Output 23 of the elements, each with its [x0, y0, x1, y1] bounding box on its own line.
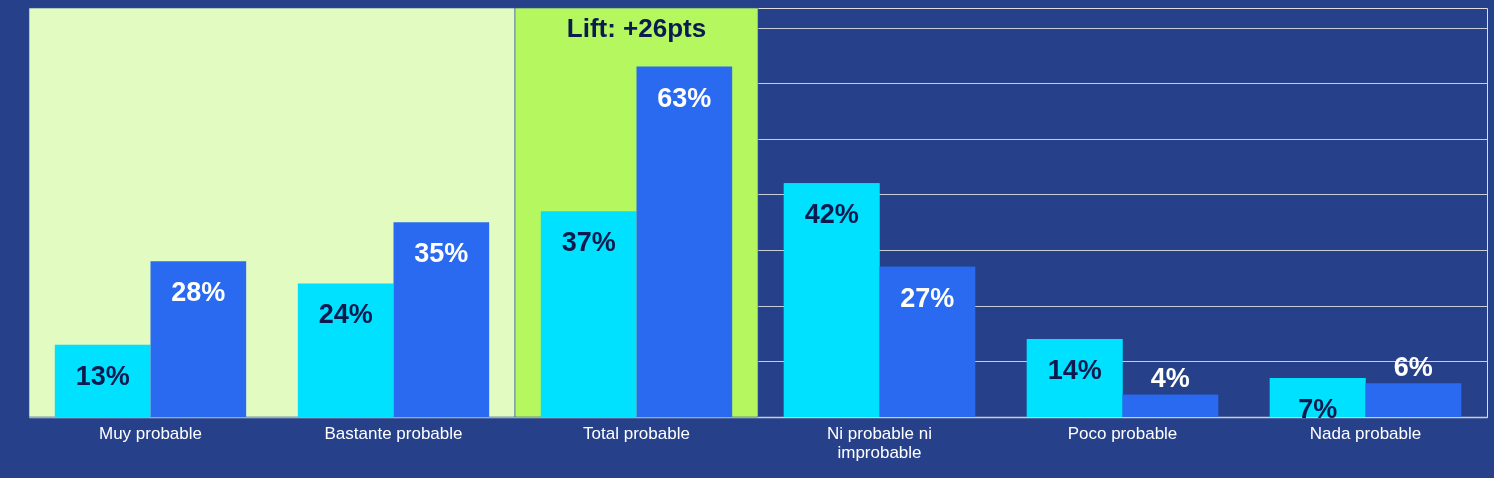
- data-label: 35%: [414, 238, 469, 269]
- x-tick-label: Poco probable: [1067, 423, 1178, 443]
- data-label: 42%: [804, 199, 859, 230]
- x-tick-label: Total probable: [583, 423, 690, 443]
- x-tick-label: Ni probable ni improbable: [827, 423, 932, 462]
- bar: [393, 222, 490, 417]
- bar: [150, 261, 247, 417]
- data-label: 37%: [561, 227, 616, 258]
- x-tick-label: Nada probable: [1309, 423, 1422, 443]
- band-label: Lift: +26pts: [566, 13, 707, 43]
- data-label: 63%: [657, 82, 712, 113]
- data-label: 28%: [171, 277, 226, 308]
- bar: [540, 211, 637, 417]
- x-tick-label: Bastante probable: [324, 423, 463, 443]
- data-label: 24%: [318, 299, 373, 330]
- bar: [54, 344, 151, 417]
- data-label: 14%: [1047, 355, 1102, 386]
- data-label: 13%: [75, 360, 130, 391]
- bar: [297, 283, 394, 417]
- x-tick-label: Muy probable: [98, 423, 203, 443]
- data-label: 4%: [1150, 362, 1190, 393]
- data-label: 27%: [900, 282, 955, 313]
- data-label: 7%: [1298, 394, 1338, 425]
